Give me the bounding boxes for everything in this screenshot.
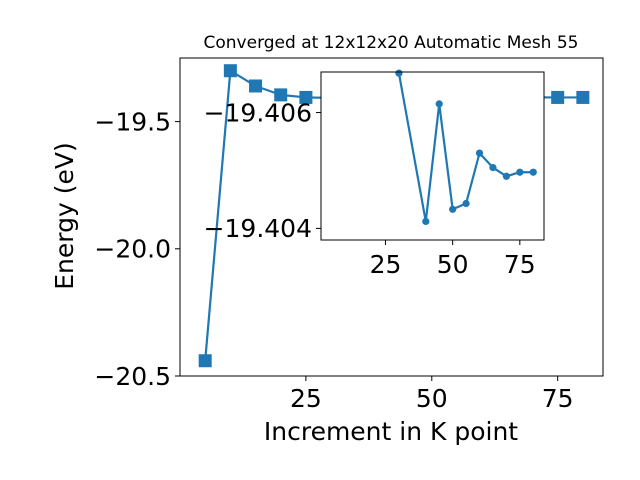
inset-plot: 25 50 75 −19.404 −19.406 — [204, 69, 545, 279]
inset-data-point — [435, 100, 443, 108]
chart-title: Converged at 12x12x20 Automatic Mesh 55 — [204, 33, 579, 53]
main-data-point — [249, 79, 263, 93]
inset-plot-frame — [320, 71, 545, 241]
main-data-point — [223, 64, 237, 78]
main-data-point — [274, 88, 288, 102]
main-x-tick-label: 75 — [542, 384, 574, 413]
main-y-tick-label: −19.5 — [94, 107, 171, 136]
main-data-point — [299, 90, 313, 104]
main-plot-frame — [179, 57, 604, 377]
inset-y-tick-label: −19.406 — [204, 98, 312, 127]
inset-data-point — [449, 205, 457, 213]
y-axis-label: Energy (eV) — [50, 142, 79, 289]
inset-x-tick-label: 50 — [437, 250, 469, 279]
main-y-tick-label: −20.5 — [94, 362, 171, 391]
main-y-tick-label: −20.0 — [94, 235, 171, 264]
main-data-point — [551, 90, 565, 104]
inset-x-tick-label: 25 — [370, 250, 402, 279]
inset-data-point — [462, 199, 470, 208]
inset-data-point — [489, 163, 497, 172]
inset-series-line — [397, 72, 534, 223]
inset-data-point — [475, 149, 484, 157]
inset-data-point — [529, 168, 537, 176]
main-x-tick-label: 50 — [416, 384, 448, 413]
inset-data-point — [422, 217, 430, 226]
inset-y-tick-label: −19.404 — [204, 214, 312, 243]
inset-data-point — [516, 168, 524, 176]
inset-x-tick-label: 75 — [504, 250, 536, 279]
main-data-point — [576, 90, 590, 104]
inset-data-point — [395, 69, 403, 77]
main-x-tick-label: 25 — [290, 384, 322, 413]
main-data-point — [198, 354, 212, 368]
inset-data-point — [502, 172, 510, 180]
x-axis-label: Increment in K point — [264, 417, 518, 446]
